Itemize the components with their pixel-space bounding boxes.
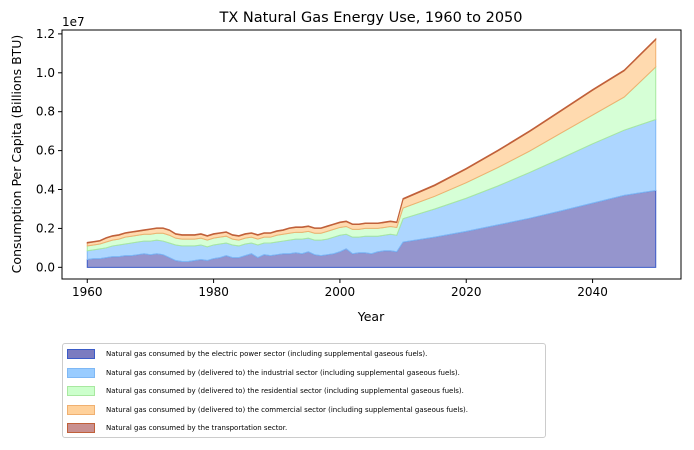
chart-title: TX Natural Gas Energy Use, 1960 to 2050 xyxy=(218,10,522,26)
legend-item-5: Natural gas consumed by the transportati… xyxy=(67,421,287,435)
x-axis: 1960 1980 2000 2020 2040 xyxy=(72,279,608,299)
y-tick-label: 0.2 xyxy=(36,221,55,235)
y-axis: 0.0 0.2 0.4 0.6 0.8 1.0 1.2 xyxy=(36,27,62,274)
legend-label: Natural gas consumed by (delivered to) t… xyxy=(106,368,460,377)
y-axis-label: Consumption Per Capita (Billions BTU) xyxy=(9,35,24,274)
y-tick-label: 0.8 xyxy=(36,105,55,119)
y-tick-label: 0.0 xyxy=(36,260,55,274)
plot-area xyxy=(86,37,657,268)
y-tick-label: 0.4 xyxy=(36,183,55,197)
x-tick-label: 2020 xyxy=(451,285,482,299)
x-tick-label: 1960 xyxy=(72,285,103,299)
x-tick-label: 1980 xyxy=(198,285,229,299)
area-series-5 xyxy=(86,37,657,244)
legend-label: Natural gas consumed by the transportati… xyxy=(106,424,288,432)
legend-label: Natural gas consumed by (delivered to) t… xyxy=(106,387,464,395)
x-tick-label: 2000 xyxy=(325,285,356,299)
y-axis-offset-label: 1e7 xyxy=(62,15,85,29)
legend-item-3: Natural gas consumed by (delivered to) t… xyxy=(67,384,464,398)
legend-swatch xyxy=(67,367,95,378)
x-axis-label: Year xyxy=(357,309,385,324)
y-tick-label: 1.2 xyxy=(36,27,55,41)
legend-item-1: Natural gas consumed by the electric pow… xyxy=(67,347,427,361)
legend-swatch xyxy=(67,349,95,359)
y-tick-label: 1.0 xyxy=(36,66,55,80)
legend-swatch xyxy=(67,404,95,415)
legend-label: Natural gas consumed by the electric pow… xyxy=(106,350,428,358)
y-tick-label: 0.6 xyxy=(36,144,55,158)
legend-item-2: Natural gas consumed by (delivered to) t… xyxy=(67,366,460,380)
plot-frame xyxy=(61,29,682,280)
x-tick-label: 2040 xyxy=(577,285,608,299)
legend: Natural gas consumed by the electric pow… xyxy=(62,343,546,438)
legend-item-4: Natural gas consumed by (delivered to) t… xyxy=(67,403,468,417)
legend-label: Natural gas consumed by (delivered to) t… xyxy=(106,405,468,414)
legend-swatch xyxy=(67,423,95,433)
legend-swatch xyxy=(67,386,95,396)
